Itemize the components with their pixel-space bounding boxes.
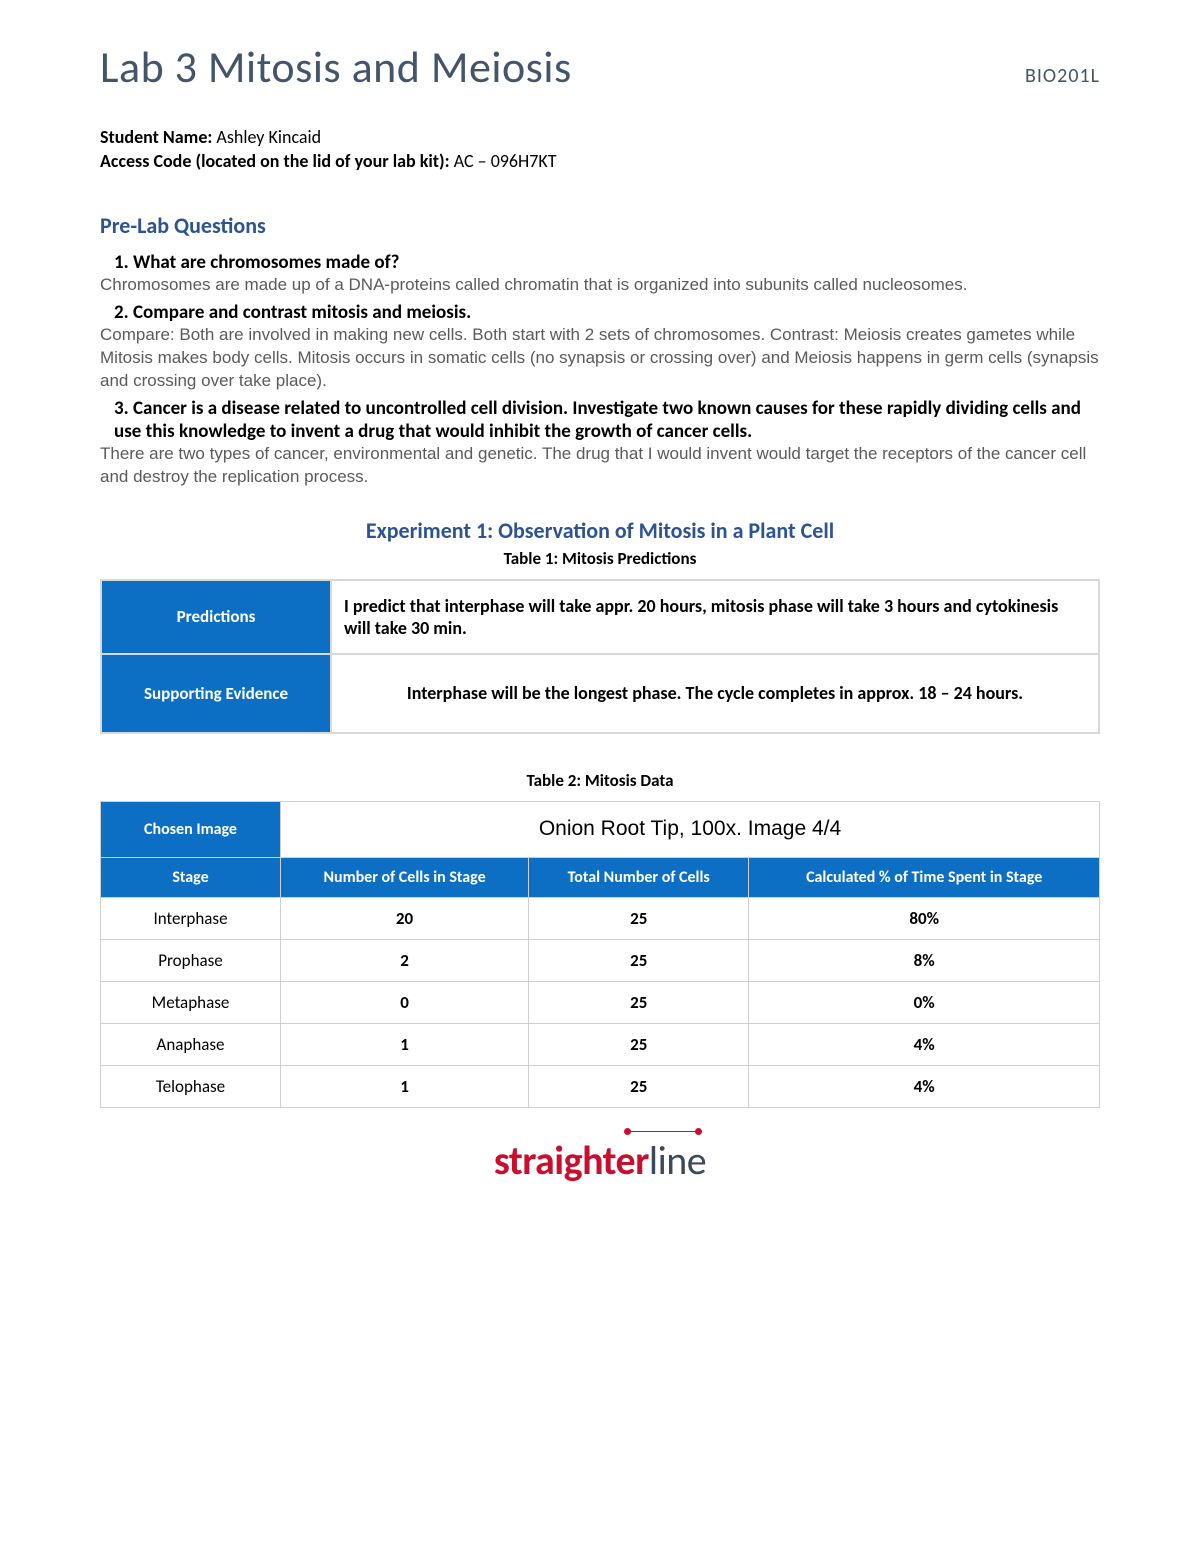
table-row: Metaphase 0 25 0% [101, 981, 1100, 1023]
straighterline-logo: straighterline [494, 1128, 706, 1185]
course-code: BIO201L [1025, 64, 1100, 88]
table-row: Supporting Evidence Interphase will be t… [101, 654, 1099, 733]
table2-col2: Total Number of Cells [529, 857, 749, 897]
page-header: Lab 3 Mitosis and Meiosis BIO201L [100, 40, 1100, 94]
student-name-value: Ashley Kincaid [216, 126, 321, 148]
question-1: 1. What are chromosomes made of? [114, 251, 1100, 274]
table2-mitosis-data: Chosen Image Onion Root Tip, 100x. Image… [100, 801, 1100, 1108]
cell: 0 [281, 981, 529, 1023]
answer-3: There are two types of cancer, environme… [100, 443, 1100, 489]
cell: 25 [529, 1065, 749, 1107]
student-name-label: Student Name: [100, 126, 212, 148]
table2-caption: Table 2: Mitosis Data [100, 770, 1100, 791]
cell: 25 [529, 939, 749, 981]
cell: 0% [749, 981, 1100, 1023]
table2-col1: Number of Cells in Stage [281, 857, 529, 897]
question-2: 2. Compare and contrast mitosis and meio… [114, 301, 1100, 324]
question-3: 3. Cancer is a disease related to uncont… [114, 397, 1100, 443]
footer-logo: straighterline [100, 1128, 1100, 1185]
access-line: Access Code (located on the lid of your … [100, 150, 1100, 172]
table-row: Chosen Image Onion Root Tip, 100x. Image… [101, 801, 1100, 857]
cell: Telophase [101, 1065, 281, 1107]
table2-chosen-label: Chosen Image [101, 801, 281, 857]
cell: 4% [749, 1023, 1100, 1065]
cell: 25 [529, 1023, 749, 1065]
table-row: Anaphase 1 25 4% [101, 1023, 1100, 1065]
experiment1-title: Experiment 1: Observation of Mitosis in … [100, 517, 1100, 544]
table-row: Stage Number of Cells in Stage Total Num… [101, 857, 1100, 897]
cell: Metaphase [101, 981, 281, 1023]
page-title: Lab 3 Mitosis and Meiosis [100, 40, 572, 94]
cell: 20 [281, 897, 529, 939]
cell: Prophase [101, 939, 281, 981]
table2-col3: Calculated % of Time Spent in Stage [749, 857, 1100, 897]
table1-row1-label: Supporting Evidence [101, 654, 331, 733]
table-row: Interphase 20 25 80% [101, 897, 1100, 939]
prelab-title: Pre-Lab Questions [100, 212, 1100, 239]
logo-part2: line [649, 1136, 706, 1185]
access-code-value: AC – 096H7KT [454, 150, 557, 172]
table1-caption: Table 1: Mitosis Predictions [100, 548, 1100, 569]
cell: 25 [529, 981, 749, 1023]
cell: Anaphase [101, 1023, 281, 1065]
table-row: Predictions I predict that interphase wi… [101, 580, 1099, 654]
table1-row1-value: Interphase will be the longest phase. Th… [331, 654, 1099, 733]
cell: 1 [281, 1065, 529, 1107]
cell: 4% [749, 1065, 1100, 1107]
table-row: Telophase 1 25 4% [101, 1065, 1100, 1107]
cell: 2 [281, 939, 529, 981]
table2-chosen-value: Onion Root Tip, 100x. Image 4/4 [281, 801, 1100, 857]
cell: 80% [749, 897, 1100, 939]
logo-line-icon [628, 1131, 698, 1133]
cell: 1 [281, 1023, 529, 1065]
cell: 8% [749, 939, 1100, 981]
table1-row0-value: I predict that interphase will take appr… [331, 580, 1099, 654]
student-line: Student Name: Ashley Kincaid [100, 126, 1100, 148]
logo-part1: straighter [494, 1136, 649, 1185]
table-row: Prophase 2 25 8% [101, 939, 1100, 981]
cell: Interphase [101, 897, 281, 939]
answer-2: Compare: Both are involved in making new… [100, 324, 1100, 393]
table1-row0-label: Predictions [101, 580, 331, 654]
answer-1: Chromosomes are made up of a DNA-protein… [100, 274, 1100, 297]
cell: 25 [529, 897, 749, 939]
table1-predictions: Predictions I predict that interphase wi… [100, 579, 1100, 734]
table2-col0: Stage [101, 857, 281, 897]
access-code-label: Access Code (located on the lid of your … [100, 150, 450, 172]
